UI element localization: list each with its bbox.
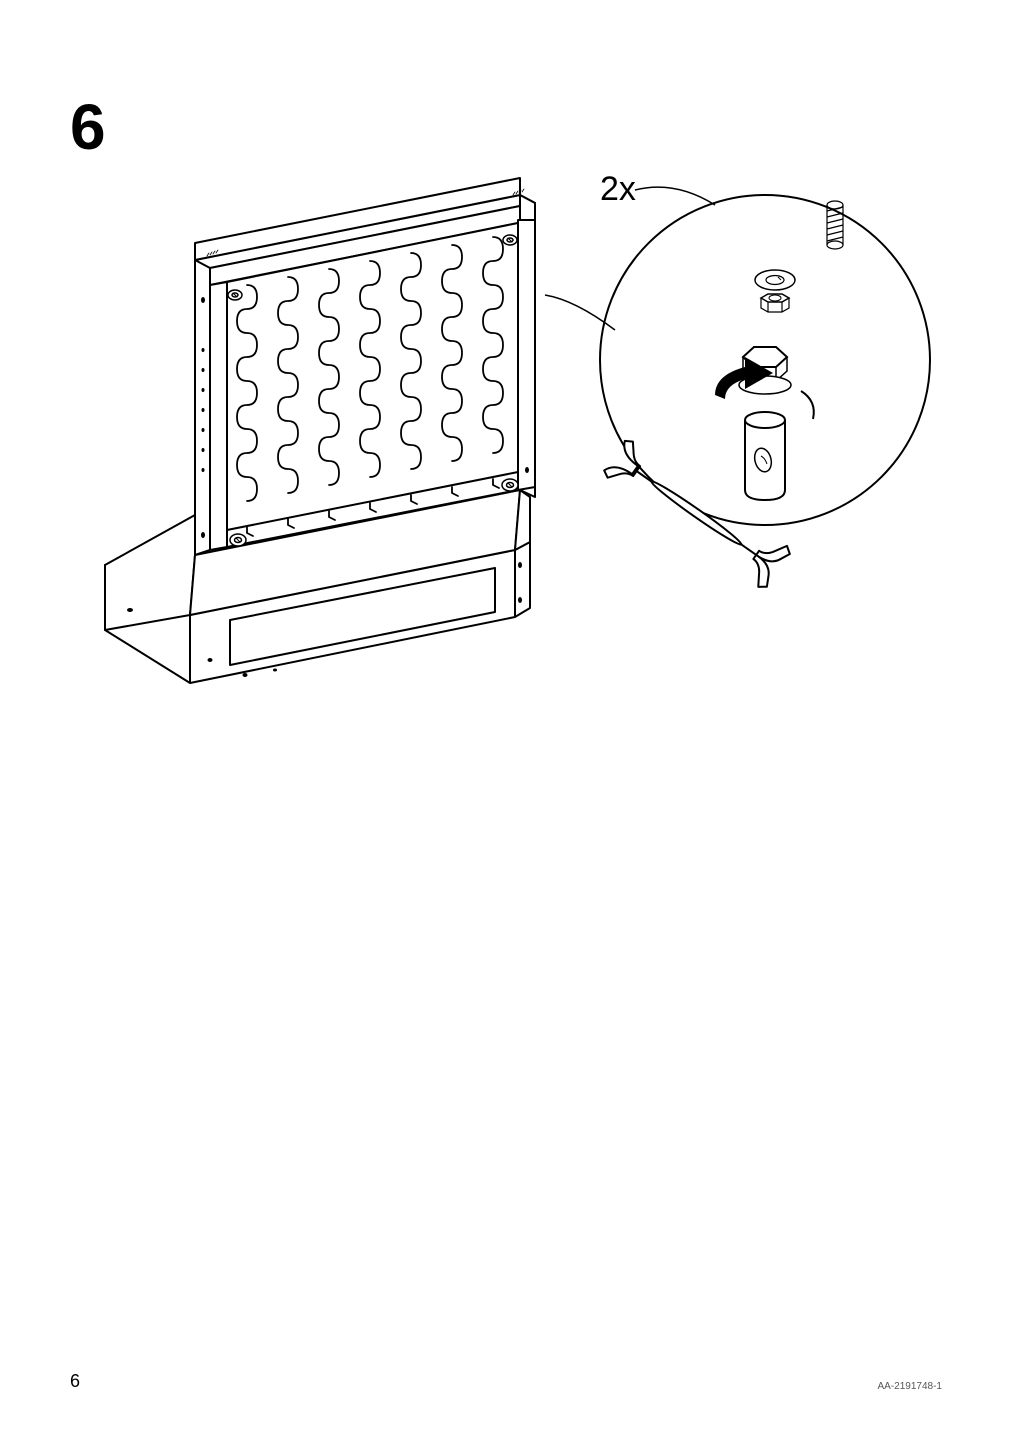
step-number: 6 — [70, 90, 106, 164]
dowel-icon — [745, 412, 785, 500]
page-number: 6 — [70, 1371, 80, 1392]
document-id: AA-2191748-1 — [878, 1381, 943, 1392]
furniture-icon — [105, 178, 535, 683]
detail-circle-icon — [600, 187, 930, 591]
instruction-page: 6 2x 100854 100712 120202 — [0, 0, 1012, 1432]
assembly-diagram — [75, 170, 945, 730]
